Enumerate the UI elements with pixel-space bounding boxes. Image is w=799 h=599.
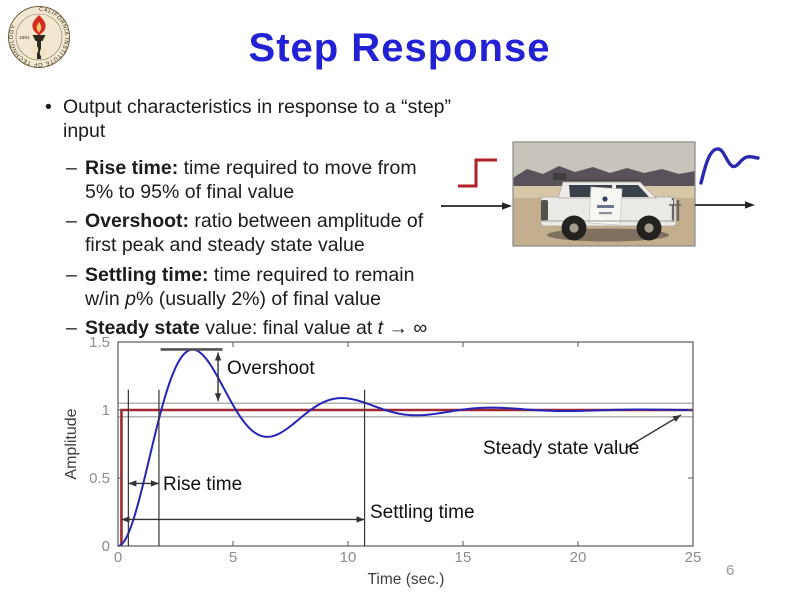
page-number: 6 <box>726 562 735 579</box>
response-curve-icon <box>699 147 760 185</box>
x-tick-label: 5 <box>229 549 237 566</box>
step-response-chart: 0 5 10 15 20 25 0 0.5 1 1.5 Time (sec.) Amplitude Ov… <box>60 334 740 599</box>
y-axis-label: Amplitude <box>63 408 80 479</box>
annotation-arrow <box>625 414 682 449</box>
dash-marker: – <box>66 263 77 286</box>
steady-state-label: Steady state value <box>483 438 639 459</box>
x-tick-label: 20 <box>570 549 587 566</box>
sub-bullet-item: – Rise time: time required to move from 5%… <box>66 157 475 205</box>
caltech-logo: CALIFORNIA INSTITUTE OF TECHNOLOGY 1891 <box>6 2 72 77</box>
sub-bullet-text: Overshoot: ratio between amplitude of fir… <box>85 210 424 257</box>
sub-bullet-item: – Steady state value: final value at t → … <box>66 317 475 341</box>
bullet-marker: • <box>45 96 52 118</box>
caltech-seal-icon: CALIFORNIA INSTITUTE OF TECHNOLOGY 1891 <box>8 6 70 68</box>
response-curve-line <box>117 348 693 547</box>
sub-bullet-text: Rise time: time required to move from 5% … <box>85 156 417 203</box>
dash-marker: – <box>66 317 77 340</box>
x-tick-label: 25 <box>685 549 702 566</box>
block-diagram <box>440 134 785 257</box>
sub-bullet-text: Settling time: time required to remain w/… <box>85 263 415 310</box>
main-bullet-text: Output characteristics in response to a … <box>63 96 452 143</box>
page-title: Step Response <box>248 26 551 70</box>
sub-bullet-text: Steady state value: final value at t → ∞ <box>85 317 428 340</box>
plot-box <box>117 341 694 547</box>
overshoot-label: Overshoot <box>227 358 315 379</box>
settling-time-label: Settling time <box>370 502 475 523</box>
sub-bullet-item: – Settling time: time required to remain w… <box>66 264 475 312</box>
main-bullet: • Output characteristics in response to a… <box>45 95 475 144</box>
y-tick-label: 0.5 <box>89 470 110 487</box>
vehicle-photo <box>512 141 696 247</box>
dash-marker: – <box>66 156 77 179</box>
x-tick-label: 10 <box>340 549 357 566</box>
sub-bullet-item: – Overshoot: ratio between amplitude of fi… <box>66 210 475 258</box>
y-tick-label: 0 <box>102 538 110 555</box>
x-tick-label: 15 <box>455 549 472 566</box>
step-input-icon <box>458 158 497 188</box>
x-axis-label: Time (sec.) <box>368 571 445 588</box>
x-tick-label: 0 <box>114 549 122 566</box>
dash-marker: – <box>66 210 77 233</box>
seal-year: 1891 <box>19 35 30 41</box>
bullet-list: • Output characteristics in response to a… <box>45 95 475 347</box>
y-tick-label: 1.5 <box>89 334 110 351</box>
rise-time-label: Rise time <box>163 474 242 495</box>
truck <box>540 173 681 241</box>
y-tick-label: 1 <box>102 402 110 419</box>
